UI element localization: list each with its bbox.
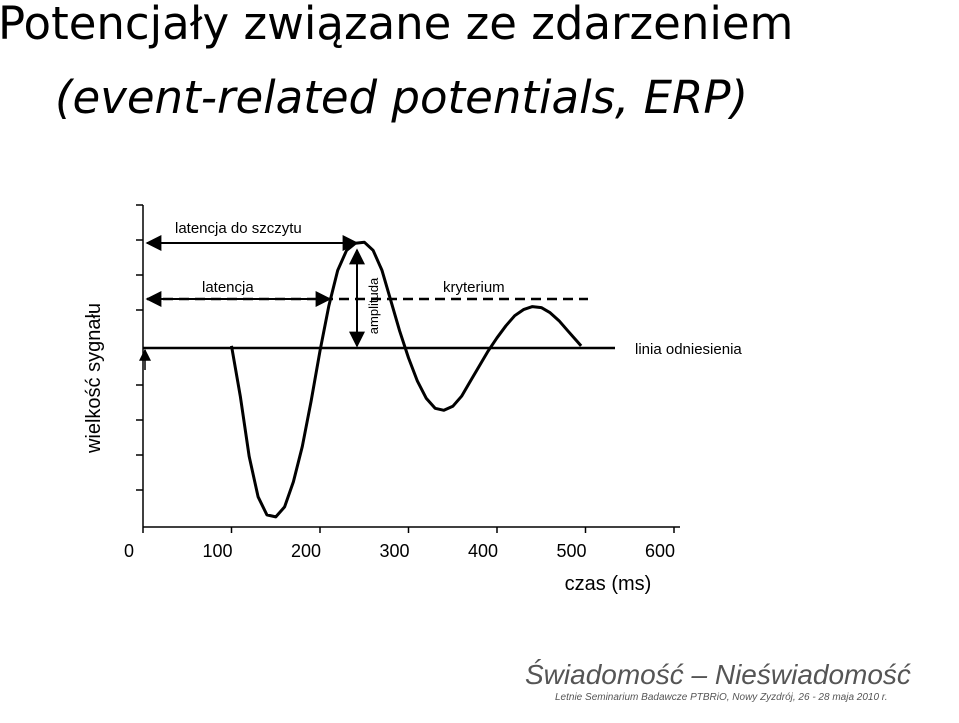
x-tick-label: 500	[556, 541, 586, 561]
annotation: linia odniesienia	[635, 341, 742, 358]
slide-title: Potencjały związane ze zdarzeniem	[0, 0, 794, 50]
annotation: latencja do szczytu	[175, 220, 302, 237]
x-tick-label: 300	[379, 541, 409, 561]
footer-event: Letnie Seminarium Badawcze PTBRiO, Nowy …	[555, 692, 888, 703]
annotation: amplituda	[366, 277, 381, 334]
x-tick-label: 600	[645, 541, 675, 561]
x-tick-label: 400	[468, 541, 498, 561]
slide-subtitle: (event-related potentials, ERP)	[55, 71, 749, 124]
annotation: kryterium	[443, 279, 505, 296]
x-tick-label: 200	[291, 541, 321, 561]
y-axis-label: wielkość sygnału	[83, 303, 105, 454]
x-tick-label: 0	[124, 541, 134, 561]
x-tick-label: 100	[202, 541, 232, 561]
erp-line	[230, 240, 583, 519]
footer-logo: Świadomość – Nieświadomość	[525, 658, 911, 690]
y-axis	[136, 204, 144, 527]
annotation: latencja	[202, 279, 254, 296]
x-axis-label: czas (ms)	[565, 573, 652, 595]
